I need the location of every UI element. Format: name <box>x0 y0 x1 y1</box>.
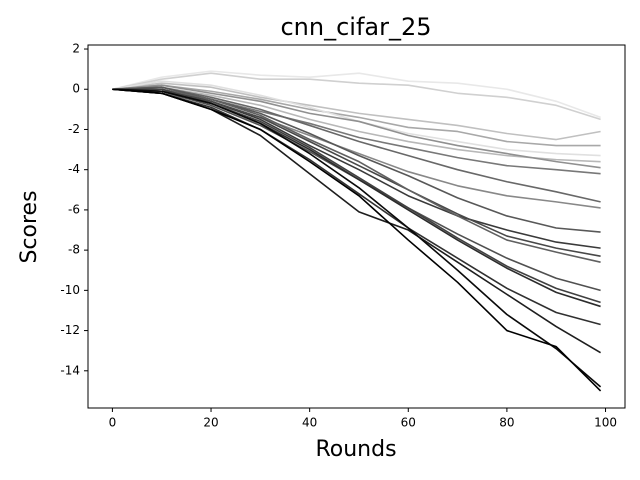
line-series <box>112 88 602 388</box>
line-series <box>112 84 601 169</box>
line-series <box>112 88 601 257</box>
y-tick-label: 2 <box>72 42 80 56</box>
x-tick-label: 80 <box>499 416 514 430</box>
y-tick-label: -14 <box>60 363 80 377</box>
y-axis-label: Scores <box>17 190 42 263</box>
y-tick-label: -6 <box>68 202 80 216</box>
line-series <box>112 88 601 209</box>
y-tick-label: 0 <box>72 82 80 96</box>
line-series <box>112 82 601 141</box>
line-series <box>112 88 602 392</box>
y-tick-label: -4 <box>68 162 80 176</box>
x-tick-label: 40 <box>302 416 317 430</box>
line-series <box>112 72 601 121</box>
chart-title: cnn_cifar_25 <box>280 13 431 41</box>
line-series <box>112 86 601 203</box>
line-series <box>112 88 601 292</box>
plot-frame <box>87 44 626 409</box>
line-series <box>112 70 601 119</box>
line-series <box>112 88 601 326</box>
y-tick-label: -12 <box>60 323 80 337</box>
line-series <box>112 84 601 147</box>
x-tick-label: 60 <box>401 416 416 430</box>
y-tick-label: -10 <box>60 283 80 297</box>
line-series <box>112 88 601 263</box>
y-tick-label: -8 <box>68 243 80 257</box>
x-tick-label: 20 <box>203 416 218 430</box>
x-axis-label: Rounds <box>315 437 396 462</box>
x-tick-label: 100 <box>594 416 617 430</box>
y-tick-label: -2 <box>68 122 80 136</box>
x-tick-label: 0 <box>109 416 117 430</box>
